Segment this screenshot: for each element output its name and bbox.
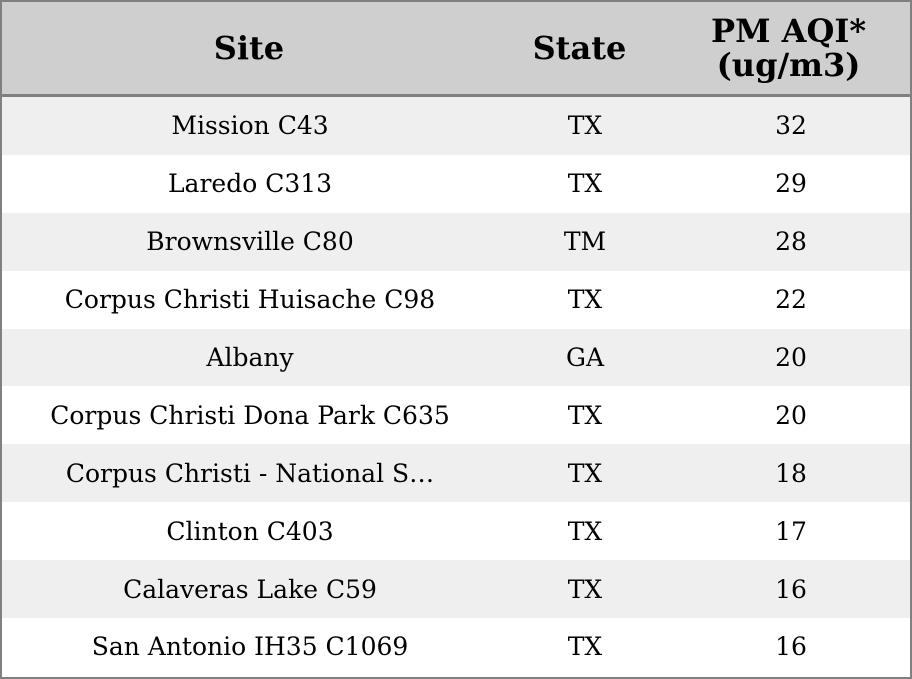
cell-state: TM xyxy=(563,227,607,257)
table-row: Clinton C403 TX 17 xyxy=(2,502,910,561)
table-row: Albany GA 20 xyxy=(2,328,910,387)
table-row: Corpus Christi Dona Park C635 TX 20 xyxy=(2,386,910,445)
table-row: Corpus Christi - National S… TX 18 xyxy=(2,444,910,503)
cell-pm-aqi: 20 xyxy=(775,343,807,372)
cell-state: TX xyxy=(567,285,603,315)
table-row: San Antonio IH35 C1069 TX 16 xyxy=(2,618,910,676)
cell-site: San Antonio IH35 C1069 xyxy=(91,632,409,662)
cell-state: TX xyxy=(567,632,603,662)
cell-pm-aqi: 22 xyxy=(775,285,807,315)
cell-pm-aqi: 18 xyxy=(775,458,807,488)
cell-site: Corpus Christi - National S… xyxy=(65,458,435,488)
cell-site: Clinton C403 xyxy=(166,516,334,546)
table-body: Mission C43 TX 32 Laredo C313 TX 29 Brownsvill… xyxy=(2,97,910,676)
cell-pm-aqi: 17 xyxy=(775,516,807,546)
cell-pm-aqi: 28 xyxy=(775,227,807,257)
table-row: Calaveras Lake C59 TX 16 xyxy=(2,560,910,619)
cell-site: Albany xyxy=(206,343,294,372)
column-header-pm-aqi: PM AQI* (ug/m3) xyxy=(711,12,867,84)
cell-site: Calaveras Lake C59 xyxy=(123,574,377,604)
cell-pm-aqi: 16 xyxy=(775,632,807,662)
cell-state: GA xyxy=(565,343,605,372)
cell-site: Brownsville C80 xyxy=(146,227,354,257)
cell-pm-aqi: 29 xyxy=(775,169,807,199)
column-header-state: State xyxy=(532,29,627,67)
table-row: Brownsville C80 TM 28 xyxy=(2,212,910,271)
cell-site: Corpus Christi Huisache C98 xyxy=(64,285,436,315)
table-row: Corpus Christi Huisache C98 TX 22 xyxy=(2,270,910,329)
column-header-site: Site xyxy=(213,29,285,67)
cell-site: Corpus Christi Dona Park C635 xyxy=(50,400,450,430)
cell-site: Mission C43 xyxy=(171,111,329,141)
cell-state: TX xyxy=(567,111,603,141)
cell-pm-aqi: 16 xyxy=(775,574,807,604)
table-header-row: Site State PM AQI* (ug/m3) xyxy=(2,2,910,97)
cell-state: TX xyxy=(567,574,603,604)
cell-state: TX xyxy=(567,400,603,430)
cell-state: TX xyxy=(567,458,603,488)
cell-state: TX xyxy=(567,169,603,199)
cell-state: TX xyxy=(567,516,603,546)
table-row: Mission C43 TX 32 xyxy=(2,97,910,155)
cell-pm-aqi: 32 xyxy=(775,111,807,141)
table-row: Laredo C313 TX 29 xyxy=(2,154,910,213)
cell-site: Laredo C313 xyxy=(167,169,333,199)
cell-pm-aqi: 20 xyxy=(775,400,807,430)
